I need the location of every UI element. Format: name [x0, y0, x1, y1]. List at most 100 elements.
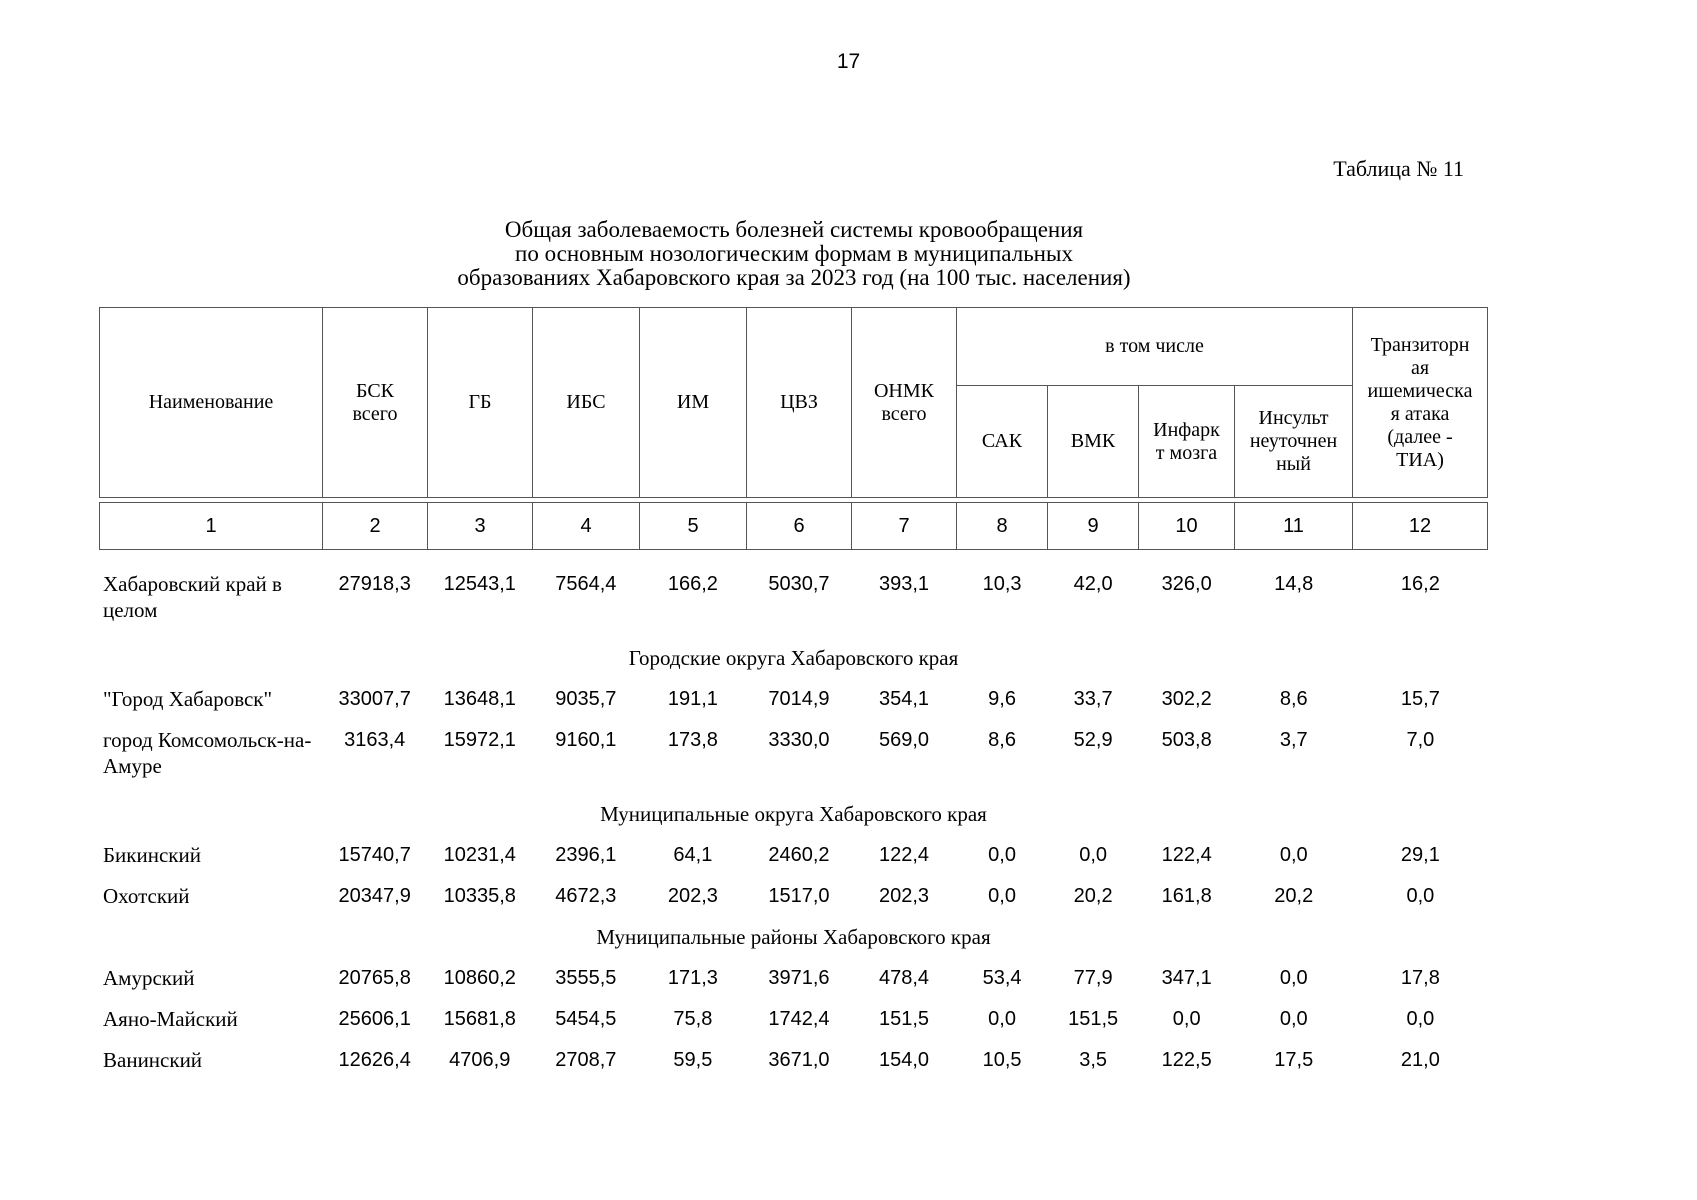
data-cell: 122,5: [1161, 1049, 1212, 1071]
data-cell: 21,0: [1400, 1049, 1440, 1071]
data-cell: 151,5: [878, 1008, 930, 1030]
data-cell: 9,6: [988, 688, 1016, 710]
row-name-cell: Аяно-Майский: [103, 1007, 238, 1031]
table-row: город Комсомольск-на-Амуре 3163,4 15972,…: [99, 713, 1488, 787]
data-cell: 12543,1: [443, 573, 516, 595]
table-row: Охотский 20347,9 10335,8 4672,3 202,3 15…: [99, 869, 1488, 910]
data-cell: 15681,8: [443, 1008, 516, 1030]
page-number: 17: [836, 50, 861, 73]
data-cell: 9035,7: [555, 688, 617, 710]
header-cell-sak: САК: [956, 385, 1048, 498]
table-row: Аяно-Майский 25606,1 15681,8 5454,5 75,8…: [99, 992, 1488, 1033]
data-cell: 191,1: [667, 688, 718, 710]
data-cell: 2396,1: [555, 844, 617, 866]
data-cell: 173,8: [667, 729, 718, 751]
data-cell: 393,1: [878, 573, 930, 595]
data-cell: 4672,3: [555, 885, 617, 907]
row-name-cell: Ванинский: [103, 1048, 203, 1072]
data-cell: 3,5: [1079, 1049, 1108, 1071]
data-cell: 503,8: [1161, 729, 1212, 751]
header-cell-including: в том числе: [955, 307, 1354, 386]
column-number-cell: 5: [639, 502, 747, 550]
data-cell: 166,2: [667, 573, 718, 595]
data-cell: 12626,4: [338, 1049, 411, 1071]
column-number-cell: 3: [427, 502, 533, 550]
data-cell: 0,0: [988, 844, 1016, 866]
row-name-cell: "Город Хабаровск": [103, 687, 273, 711]
data-cell: 326,0: [1161, 573, 1212, 595]
header-cell-infarct: Инфарк т мозга: [1138, 385, 1235, 498]
data-cell: 8,6: [988, 729, 1016, 751]
data-cell: 4706,9: [449, 1049, 511, 1071]
data-cell: 10860,2: [443, 967, 516, 989]
data-cell: 20,2: [1274, 885, 1314, 907]
section-label: Городские округа Хабаровского края: [628, 646, 959, 670]
data-cell: 0,0: [1079, 844, 1108, 866]
data-cell: 16,2: [1400, 573, 1440, 595]
data-cell: 5454,5: [555, 1008, 617, 1030]
data-cell: 0,0: [1172, 1008, 1201, 1030]
data-cell: 13648,1: [443, 688, 516, 710]
section-row: Муниципальные районы Хабаровского края: [99, 910, 1488, 951]
header-cell-tia: Транзиторн ая ишемическа я атака (далее …: [1352, 307, 1489, 498]
section-label: Муниципальные районы Хабаровского края: [596, 925, 991, 949]
column-number-cell: 2: [322, 502, 428, 550]
data-cell: 1517,0: [768, 885, 830, 907]
data-cell: 7,0: [1406, 729, 1435, 751]
data-cell: 7014,9: [768, 688, 830, 710]
data-cell: 151,5: [1068, 1008, 1119, 1030]
column-number-cell: 4: [532, 502, 640, 550]
header-cell-name: Наименование: [99, 307, 323, 498]
data-cell: 3671,0: [768, 1049, 830, 1071]
data-cell: 171,3: [667, 967, 718, 989]
data-cell: 0,0: [1279, 967, 1308, 989]
data-cell: 1742,4: [768, 1008, 830, 1030]
table-row: Бикинский 15740,7 10231,4 2396,1 64,1 24…: [99, 828, 1488, 869]
data-cell: 9160,1: [555, 729, 617, 751]
data-cell: 0,0: [1279, 844, 1308, 866]
column-number-cell: 12: [1352, 502, 1488, 550]
data-cell: 27918,3: [338, 573, 411, 595]
row-name-cell: Охотский: [103, 884, 190, 908]
data-cell: 3330,0: [768, 729, 830, 751]
column-number-cell: 6: [746, 502, 852, 550]
header-cell-stroke-unspecified: Инсульт неуточнен ный: [1233, 385, 1354, 498]
data-cell: 15972,1: [443, 729, 516, 751]
data-cell: 161,8: [1161, 885, 1212, 907]
table-row: Ванинский 12626,4 4706,9 2708,7 59,5 367…: [99, 1033, 1488, 1074]
data-cell: 0,0: [988, 885, 1016, 907]
column-number-cell: 11: [1234, 502, 1353, 550]
row-name-cell: Бикинский: [103, 843, 201, 867]
header-cell-cvz: ЦВЗ: [746, 307, 852, 498]
data-cell: 20,2: [1073, 885, 1113, 907]
data-cell: 20347,9: [338, 885, 411, 907]
column-number-cell: 9: [1047, 502, 1139, 550]
row-name-cell: Амурский: [103, 966, 195, 990]
table-header: Наименование БСК всего ГБ ИБС ИМ ЦВЗ ОНМ…: [99, 307, 1489, 498]
data-cell: 0,0: [1279, 1008, 1308, 1030]
data-cell: 10,3: [982, 573, 1022, 595]
data-cell: 17,5: [1274, 1049, 1314, 1071]
header-cell-ibs: ИБС: [532, 307, 640, 498]
data-cell: 202,3: [667, 885, 718, 907]
data-cell: 3971,6: [768, 967, 830, 989]
data-cell: 154,0: [878, 1049, 930, 1071]
table-row: "Город Хабаровск" 33007,7 13648,1 9035,7…: [99, 672, 1488, 713]
row-name-cell: Хабаровский край в целом: [103, 572, 282, 622]
data-cell: 75,8: [673, 1008, 713, 1030]
data-cell: 0,0: [1406, 885, 1435, 907]
document-title: Общая заболеваемость болезней системы кр…: [457, 217, 1131, 290]
table-data: Хабаровский край в целом 27918,3 12543,1…: [99, 557, 1488, 1074]
table-row: Хабаровский край в целом 27918,3 12543,1…: [99, 557, 1488, 631]
data-cell: 33007,7: [338, 688, 411, 710]
data-cell: 122,4: [878, 844, 930, 866]
data-cell: 53,4: [982, 967, 1022, 989]
data-cell: 569,0: [878, 729, 930, 751]
header-cell-im: ИМ: [639, 307, 747, 498]
data-cell: 17,8: [1400, 967, 1440, 989]
column-number-cell: 8: [956, 502, 1048, 550]
data-cell: 7564,4: [555, 573, 617, 595]
header-cell-onmk: ОНМК всего: [851, 307, 957, 498]
column-number-cell: 1: [99, 502, 323, 550]
